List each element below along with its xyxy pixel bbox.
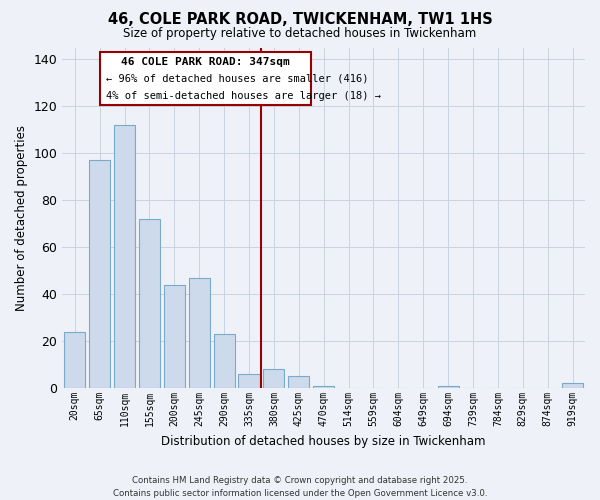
Text: Size of property relative to detached houses in Twickenham: Size of property relative to detached ho…: [124, 28, 476, 40]
Bar: [437, 386, 458, 388]
Text: 4% of semi-detached houses are larger (18) →: 4% of semi-detached houses are larger (1…: [106, 91, 381, 101]
Y-axis label: Number of detached properties: Number of detached properties: [15, 125, 28, 311]
Bar: [263, 370, 284, 388]
Bar: [238, 374, 260, 388]
Bar: [188, 278, 210, 388]
Bar: [288, 376, 310, 388]
Bar: [313, 386, 334, 388]
Bar: [114, 125, 135, 388]
Bar: [164, 285, 185, 388]
FancyBboxPatch shape: [100, 52, 311, 105]
Bar: [89, 160, 110, 388]
Bar: [562, 384, 583, 388]
Text: 46, COLE PARK ROAD, TWICKENHAM, TW1 1HS: 46, COLE PARK ROAD, TWICKENHAM, TW1 1HS: [107, 12, 493, 28]
Text: ← 96% of detached houses are smaller (416): ← 96% of detached houses are smaller (41…: [106, 74, 368, 84]
Bar: [64, 332, 85, 388]
Text: Contains HM Land Registry data © Crown copyright and database right 2025.
Contai: Contains HM Land Registry data © Crown c…: [113, 476, 487, 498]
Text: 46 COLE PARK ROAD: 347sqm: 46 COLE PARK ROAD: 347sqm: [121, 57, 290, 67]
Bar: [139, 219, 160, 388]
X-axis label: Distribution of detached houses by size in Twickenham: Distribution of detached houses by size …: [161, 434, 486, 448]
Bar: [214, 334, 235, 388]
